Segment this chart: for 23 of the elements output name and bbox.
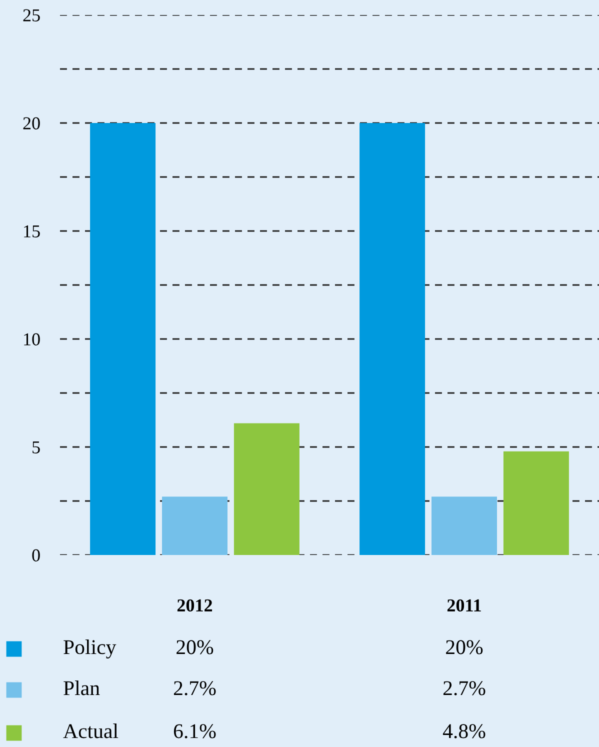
data-label: 4.8%	[442, 724, 486, 738]
bar	[432, 496, 497, 555]
bar	[90, 123, 156, 555]
data-label: 6.1%	[174, 724, 216, 738]
data-label: 2.7%	[443, 681, 486, 696]
y-tick-label: 25	[23, 9, 40, 22]
bar	[234, 423, 300, 555]
legend-label: Plan	[64, 680, 100, 696]
bar	[162, 496, 228, 555]
y-tick-label: 0	[32, 549, 40, 562]
bar	[360, 123, 426, 555]
x-tick-label: 2011	[447, 599, 481, 612]
y-tick-label: 15	[24, 225, 40, 238]
data-label: 20%	[446, 640, 483, 654]
x-tick-label: 2012	[177, 599, 212, 612]
y-tick-label: 10	[24, 333, 40, 346]
bar	[503, 451, 569, 555]
y-tick-label: 5	[32, 441, 40, 454]
data-label: 2.7%	[174, 681, 216, 696]
legend-label: Actual	[63, 724, 118, 738]
legend-label: Policy	[64, 640, 116, 658]
data-label: 20%	[176, 640, 214, 654]
y-tick-label: 20	[23, 117, 40, 130]
